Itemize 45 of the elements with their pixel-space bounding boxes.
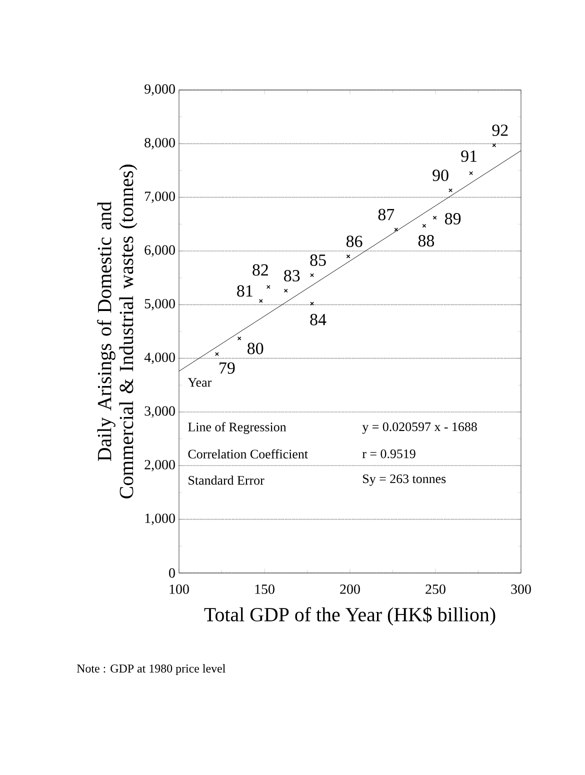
annotation: r = 0.9519 xyxy=(362,449,416,458)
annotation: 91 xyxy=(461,150,477,162)
text: Note : GDP at 1980 price level xyxy=(76,664,226,676)
annotation: 80 xyxy=(248,342,264,354)
y-tick-label: 3,000 xyxy=(144,406,175,418)
annotation: Standard Error xyxy=(188,476,264,485)
y-tick-label: 8,000 xyxy=(144,138,175,150)
annotation: 88 xyxy=(418,235,434,246)
point xyxy=(432,216,437,220)
y-tick-label: 5,000 xyxy=(144,298,175,310)
annotation: Line of Regression xyxy=(188,422,286,434)
annotation: 86 xyxy=(346,236,362,248)
y-tick-label: 2,000 xyxy=(144,460,175,472)
y-tick-label: 6,000 xyxy=(144,245,175,257)
annotation: y = 0.020597 x - 1688 xyxy=(362,422,477,434)
annotation: 87 xyxy=(378,208,394,220)
annotation: 84 xyxy=(310,314,326,326)
x-tick-label: 300 xyxy=(511,584,531,594)
point xyxy=(266,285,270,289)
x-axis-title: Total GDP of the Year (HK$ billion) xyxy=(204,606,496,626)
annotation: 92 xyxy=(492,124,508,136)
point xyxy=(310,302,314,306)
y-axis-title: Daily Arisings of Domestic and Commercial & Industrial wastes (tonnes) xyxy=(97,164,138,498)
annotation: 79 xyxy=(220,362,235,374)
annotation: Sy = 263 tonnes xyxy=(363,474,446,486)
y-tick-label: 9,000 xyxy=(144,84,175,96)
y-tick-label: 7,000 xyxy=(145,192,175,204)
annotation: 81 xyxy=(237,285,252,297)
annotation: 89 xyxy=(444,213,461,224)
x-tick-label: 250 xyxy=(426,584,446,594)
point xyxy=(215,352,219,356)
y-tick-label: 1,000 xyxy=(145,514,175,526)
x-tick-label: 150 xyxy=(255,584,274,594)
annotation: 90 xyxy=(432,170,448,182)
annotation: 85 xyxy=(310,254,326,266)
x-tick-label: 100 xyxy=(170,584,189,594)
annotation: 82 xyxy=(252,264,268,276)
annotation: Year xyxy=(188,378,212,387)
point xyxy=(422,224,426,228)
y-tick-label: 0 xyxy=(169,568,175,578)
y-tick-label: 4,000 xyxy=(144,352,175,364)
point xyxy=(258,298,263,303)
annotation: Correlation Coefficient xyxy=(188,449,308,458)
x-tick-label: 200 xyxy=(340,584,360,594)
annotation: 83 xyxy=(284,270,300,282)
